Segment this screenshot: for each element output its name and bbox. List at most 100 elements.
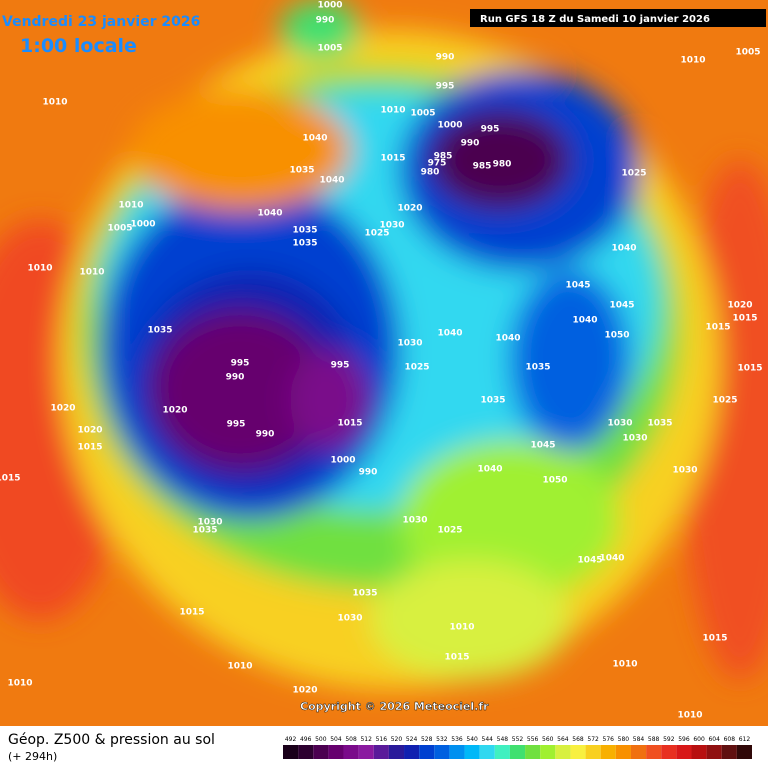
isobar-label: 990: [436, 53, 455, 63]
scale-label: 504: [330, 736, 342, 743]
scale-label: 560: [542, 736, 554, 743]
isobar-label: 1010: [680, 56, 705, 66]
isobar-label: 1035: [292, 226, 317, 236]
isobar-label: 1030: [622, 434, 647, 444]
scale-label: 608: [724, 736, 736, 743]
scale-label: 492: [285, 736, 297, 743]
isobar-label: 1015: [737, 364, 762, 374]
scale-label: 524: [406, 736, 418, 743]
scale-swatch: [479, 745, 495, 759]
scale-label: 512: [360, 736, 372, 743]
run: Run GFS 18 Z du Samedi 10 janvier 2026: [480, 14, 710, 25]
isobar-label: 1050: [542, 476, 567, 486]
isobar-label: 1020: [162, 406, 187, 416]
isobar-label: 1040: [302, 134, 327, 144]
scale-swatch: [464, 745, 480, 759]
scale-swatch: [661, 745, 677, 759]
scale-swatch: [630, 745, 647, 759]
isobar-label: 1030: [397, 339, 422, 349]
scale-label: 556: [527, 736, 539, 743]
scale-label: 600: [693, 736, 705, 743]
scale-label: 572: [587, 736, 599, 743]
isobar-label: 1000: [130, 220, 155, 230]
isobar-label: 1025: [364, 229, 389, 239]
isobar-label: 1010: [42, 98, 67, 108]
isobar-label: 990: [316, 16, 335, 26]
scale-label: 588: [648, 736, 660, 743]
isobar-label: 1030: [379, 221, 404, 231]
scale-label: 564: [557, 736, 569, 743]
scale-swatch: [676, 745, 692, 759]
isobar-label: 985: [473, 162, 492, 172]
color-scale: 492 496 500 504 508 512 516 520 524 528 532 536 540 5…: [283, 736, 752, 759]
isobar-label: 1015: [337, 419, 362, 429]
scale-swatch: [434, 745, 450, 759]
isobar-label: 985: [434, 152, 453, 162]
isobar-label: 1040: [572, 316, 597, 326]
scale-label: 544: [482, 736, 494, 743]
scale-swatch: [358, 745, 374, 759]
isobar-label: 1005: [410, 109, 435, 119]
isobar-label: 1045: [609, 301, 634, 311]
isobar-label: 1045: [565, 281, 590, 291]
scale-label: 612: [739, 736, 751, 743]
scale-swatch: [509, 745, 526, 759]
isobar-label: 1005: [107, 224, 132, 234]
isobar-label: 1040: [495, 334, 520, 344]
scale-label: 528: [421, 736, 433, 743]
scale-label: 516: [376, 736, 388, 743]
isobar-label: 1035: [289, 166, 314, 176]
scale-label: 540: [466, 736, 478, 743]
scale-swatch: [721, 745, 737, 759]
isobar-label: 1040: [599, 554, 624, 564]
isobar-label: 1035: [525, 363, 550, 373]
isobar-label: 1010: [79, 268, 104, 278]
isobar-label: 1010: [612, 660, 637, 670]
scale-label: 604: [708, 736, 720, 743]
scale-swatch: [540, 745, 556, 759]
scale-swatch: [525, 745, 541, 759]
scale-swatch: [404, 745, 420, 759]
isobar-label: 995: [331, 361, 350, 371]
isobar-label: 1010: [677, 711, 702, 721]
isobar-label: 975: [428, 159, 447, 169]
isobar-label: 1030: [672, 466, 697, 476]
scale-swatch: [494, 745, 510, 759]
scale-swatch: [313, 745, 329, 759]
isobar-label: 1000: [437, 121, 462, 131]
scale-label: 592: [663, 736, 675, 743]
scale-label: 580: [618, 736, 630, 743]
isobar-label: 1010: [227, 662, 252, 672]
isobar-label: 1025: [404, 363, 429, 373]
scale-label: 548: [497, 736, 509, 743]
scale-swatch: [736, 745, 752, 759]
date: Vendredi 23 janvier 2026: [2, 14, 200, 30]
scale-label: 536: [451, 736, 463, 743]
isobar-label: 1020: [727, 301, 752, 311]
scale-swatch: [283, 745, 299, 759]
isobar-label: 1025: [437, 526, 462, 536]
isobar-label: 1015: [179, 608, 204, 618]
scale-swatch: [373, 745, 389, 759]
scale-swatch: [328, 745, 344, 759]
scale-label: 584: [633, 736, 645, 743]
isobar-label: 1010: [449, 623, 474, 633]
scale-swatch: [646, 745, 662, 759]
isobar-label: 1035: [352, 589, 377, 599]
isobar-label: 1045: [577, 556, 602, 566]
scale-swatch: [706, 745, 722, 759]
scale-swatch: [298, 745, 314, 759]
scale-label: 496: [300, 736, 312, 743]
isobar-label: 995: [227, 420, 246, 430]
scale-label: 532: [436, 736, 448, 743]
isobar-label: 1010: [7, 679, 32, 689]
run-box: [470, 9, 766, 27]
isobar-label: 1015: [77, 443, 102, 453]
scale-label: 552: [512, 736, 524, 743]
isobar-label: 1040: [611, 244, 636, 254]
isobar-label: 995: [436, 82, 455, 92]
scale-label: 508: [345, 736, 357, 743]
copyright: Copyright © 2026 Meteociel.fr: [300, 700, 489, 713]
